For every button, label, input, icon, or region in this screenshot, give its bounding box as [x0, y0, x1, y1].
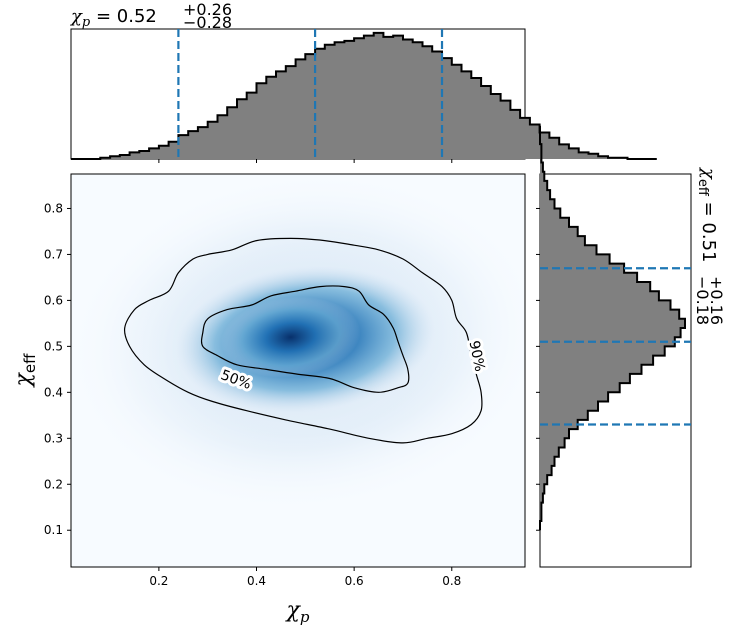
top-annot-sub: p [82, 15, 91, 30]
y-tick-label-7: 0.8 [44, 201, 63, 215]
x-tick-label-1: 0.4 [247, 574, 266, 588]
top-annot-eq: = [90, 6, 117, 27]
top-marginal-annotation: χp = 0.52 [69, 6, 157, 30]
y-axis-symbol: χ [11, 371, 36, 388]
y-axis-label-group: χeff [11, 353, 39, 389]
y-axis-sub: eff [21, 353, 39, 373]
y-tick-label-5: 0.6 [44, 293, 63, 307]
right-annotation-group: χeff = 0.51 +0.16 −0.18 [693, 166, 726, 325]
right-annot-upper: +0.16 [707, 276, 726, 325]
top-annot-upper: +0.26 [183, 0, 232, 19]
y-axis-label: χeff [11, 353, 39, 389]
right-annot-lower: −0.18 [693, 276, 712, 325]
right-marginal-quantile-lines [540, 267, 691, 426]
y-tick-label-2: 0.3 [44, 431, 63, 445]
y-tick-label-4: 0.5 [44, 339, 63, 353]
x-axis-symbol: χ [285, 598, 302, 623]
right-annot-sub: eff [695, 179, 710, 197]
x-tick-label-0: 0.2 [149, 574, 168, 588]
x-tick-label-3: 0.8 [442, 574, 461, 588]
x-axis-sub: p [300, 608, 310, 626]
x-tick-label-2: 0.6 [345, 574, 364, 588]
right-annot-eq: = [698, 196, 719, 223]
top-annot-symbol: χ [69, 6, 83, 27]
x-axis-ticks: 0.2 0.4 0.6 0.8 [149, 567, 461, 588]
density-peak [220, 296, 361, 378]
credible-contours [123, 237, 483, 444]
y-tick-label-1: 0.2 [44, 477, 63, 491]
top-marginal-panel: χp = 0.52 +0.26 −0.28 [69, 0, 657, 163]
right-marginal-panel: χeff = 0.51 +0.16 −0.18 [536, 125, 726, 568]
right-marginal-histogram-fill [540, 125, 685, 531]
right-marginal-histogram-outline [539, 125, 686, 531]
right-annot-symbol: χ [698, 166, 719, 180]
y-tick-label-3: 0.4 [44, 385, 63, 399]
right-annot-median: 0.51 [698, 222, 719, 262]
density-layer [71, 174, 525, 513]
top-marginal-ticks [158, 159, 453, 163]
top-annot-median: 0.52 [117, 6, 157, 27]
joint-density-panel: 50% 90% 0.2 0.4 0.6 0.8 0.10.20.30.40.50.60… [11, 173, 526, 626]
y-tick-label-6: 0.7 [44, 247, 63, 261]
right-marginal-ticks [536, 207, 540, 531]
right-marginal-annotation: χeff = 0.51 [695, 166, 719, 263]
y-axis-ticks: 0.1 0.2 0.3 0.4 0.5 0.6 0.7 0.8 [44, 201, 71, 537]
x-axis-label: χp [285, 598, 310, 626]
contour-50 [200, 285, 410, 393]
y-tick-label-0: 0.1 [44, 523, 63, 537]
joint-frame [70, 173, 526, 568]
top-annot-lower: −0.28 [183, 13, 232, 32]
top-marginal-quantile-lines [177, 29, 444, 159]
contour-90 [123, 237, 483, 444]
top-marginal-histogram-fill [71, 32, 657, 159]
